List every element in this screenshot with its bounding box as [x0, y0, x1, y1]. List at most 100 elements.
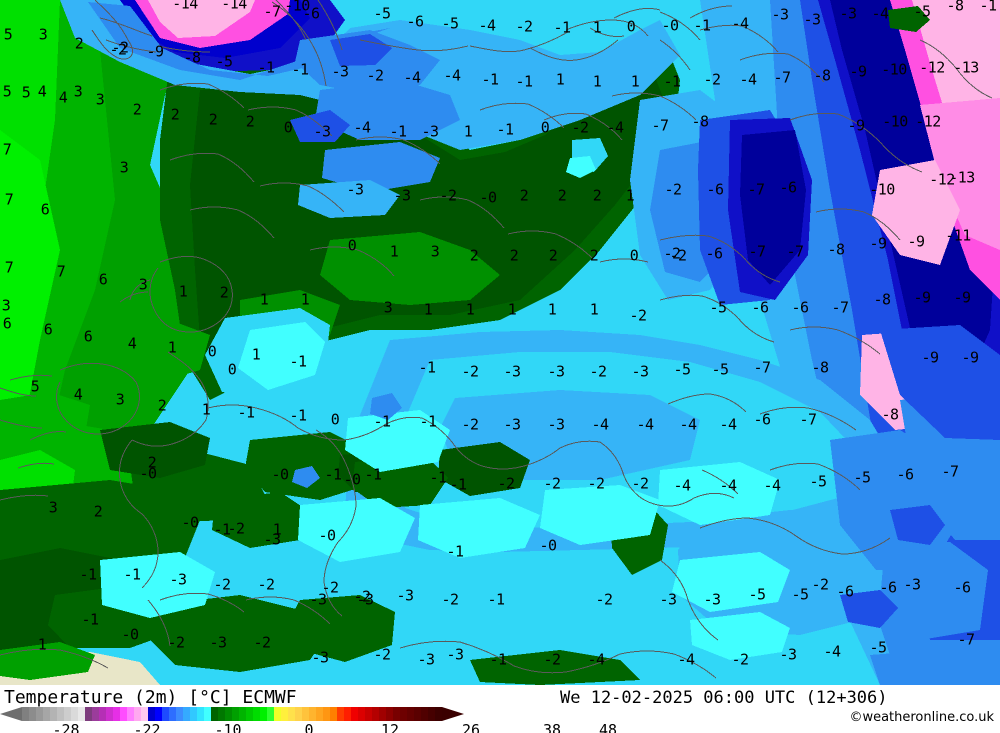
temperature-value-label: 1 — [201, 400, 211, 419]
scale-swatch — [127, 707, 134, 721]
temperature-value-label: -4 — [677, 650, 695, 669]
temperature-value-label: 3 — [383, 298, 393, 317]
temperature-value-label: -3 — [547, 415, 565, 434]
temperature-value-label: -9 — [921, 348, 939, 367]
temperature-value-label: -4 — [636, 415, 654, 434]
temperature-value-label: -2 — [811, 575, 829, 594]
temperature-value-label: -4 — [443, 66, 461, 85]
temperature-value-label: -9 — [849, 62, 867, 81]
scale-swatch — [330, 707, 337, 721]
scale-swatch — [393, 707, 400, 721]
temperature-value-label: 4 — [58, 88, 68, 107]
temperature-value-label: -7 — [748, 242, 766, 261]
forecast-datetime: We 12-02-2025 06:00 UTC (12+306) — [560, 688, 888, 708]
temperature-value-label: -9 — [913, 288, 931, 307]
temperature-value-label: -8 — [873, 290, 891, 309]
temperature-value-label: -5 — [373, 4, 391, 23]
temperature-value-label: 7 — [4, 190, 14, 209]
temperature-value-label: 3 — [138, 275, 148, 294]
temperature-value-label: -1 — [979, 0, 997, 15]
temperature-value-label: -1 — [489, 650, 507, 669]
temperature-value-label: -5 — [869, 638, 887, 657]
scale-swatch — [197, 707, 204, 721]
temperature-value-label: 6 — [83, 327, 93, 346]
temperature-value-label: 2 — [208, 110, 218, 129]
temperature-value-label: -2 — [587, 474, 605, 493]
scale-swatch — [43, 707, 50, 721]
temperature-value-label: -5 — [791, 585, 809, 604]
temperature-value-label: 2 — [509, 246, 519, 265]
temperature-value-label: -2 — [461, 415, 479, 434]
temperature-map[interactable]: 5 3 2 -2 -14 -14 -10 -7 -6 -5 -6 -5 -4 -2 -1 1 0 -0 -1 -4 -3… — [0, 0, 1000, 685]
temperature-value-label: -3 — [839, 4, 857, 23]
temperature-value-label: -2 — [543, 650, 561, 669]
temperature-value-label: 1 — [592, 18, 602, 37]
temperature-value-label: 1 — [300, 290, 310, 309]
temperature-value-label: -1 — [364, 465, 382, 484]
scale-swatch — [148, 707, 155, 721]
temperature-value-label: -12 — [915, 112, 941, 131]
temperature-value-label: -9 — [146, 42, 164, 61]
scale-swatch — [183, 707, 190, 721]
temperature-value-label: -7 — [831, 298, 849, 317]
temperature-value-label: 4 — [127, 334, 137, 353]
temperature-value-label: -3 — [209, 633, 227, 652]
temperature-value-label: -2 — [167, 633, 185, 652]
temperature-value-label: 1 — [37, 635, 47, 654]
scale-tick: -28 — [52, 721, 80, 733]
temperature-value-label: 0 — [347, 236, 357, 255]
temperature-value-label: -4 — [719, 476, 737, 495]
temperature-value-label: -3 — [903, 575, 921, 594]
scale-swatches[interactable] — [22, 707, 442, 721]
temperature-value-label: -8 — [881, 405, 899, 424]
scale-swatch — [379, 707, 386, 721]
temperature-value-label: 3 — [73, 82, 83, 101]
scale-swatch — [218, 707, 225, 721]
temperature-value-label: -5 — [809, 472, 827, 491]
temperature-value-label: 2 — [132, 100, 142, 119]
scale-swatch — [169, 707, 176, 721]
temperature-value-label: 1 — [389, 242, 399, 261]
temperature-value-label: -1 — [429, 468, 447, 487]
temperature-value-label: -1 — [213, 520, 231, 539]
temperature-value-label: -9 — [869, 234, 887, 253]
temperature-value-label: -1 — [481, 70, 499, 89]
scale-swatch — [71, 707, 78, 721]
temperature-value-label: 1 — [272, 520, 282, 539]
scale-swatch — [141, 707, 148, 721]
temperature-value-label: -1 — [389, 122, 407, 141]
scale-swatch — [344, 707, 351, 721]
temperature-value-label: -6 — [791, 298, 809, 317]
temperature-value-label: -1 — [257, 58, 275, 77]
copyright-notice: ©weatheronline.co.uk — [849, 710, 994, 725]
temperature-value-label: -14 — [172, 0, 198, 13]
temperature-value-label: -4 — [403, 68, 421, 87]
temperature-value-label: -7 — [786, 242, 804, 261]
temperature-value-label: -2 — [663, 244, 681, 263]
temperature-value-label: -10 — [869, 180, 895, 199]
temperature-value-label: 2 — [170, 105, 180, 124]
color-scale[interactable]: -28 -22 -10 0 12 26 38 48 — [0, 707, 617, 733]
temperature-value-label: -2 — [515, 17, 533, 36]
temperature-value-label: 2 — [557, 186, 567, 205]
scale-swatch — [400, 707, 407, 721]
temperature-value-label: -1 — [487, 590, 505, 609]
temperature-value-label: -1 — [446, 542, 464, 561]
temperature-value-label: -3 — [393, 186, 411, 205]
temperature-value-label: -7 — [941, 462, 959, 481]
scale-swatch — [134, 707, 141, 721]
temperature-value-label: -4 — [871, 4, 889, 23]
temperature-value-label: -3 — [503, 362, 521, 381]
scale-swatch — [204, 707, 211, 721]
temperature-value-label: -3 — [169, 570, 187, 589]
temperature-value-label: 1 — [463, 122, 473, 141]
temperature-value-label: -2 — [373, 645, 391, 664]
scale-swatch — [414, 707, 421, 721]
temperature-value-label: 1 — [251, 345, 261, 364]
temperature-value-label: -5 — [215, 52, 233, 71]
temperature-value-label: -0 — [661, 16, 679, 35]
temperature-value-label: 6 — [98, 270, 108, 289]
temperature-value-label: -3 — [446, 645, 464, 664]
temperature-value-label: -10 — [881, 60, 907, 79]
temperature-value-label: 1 — [423, 300, 433, 319]
